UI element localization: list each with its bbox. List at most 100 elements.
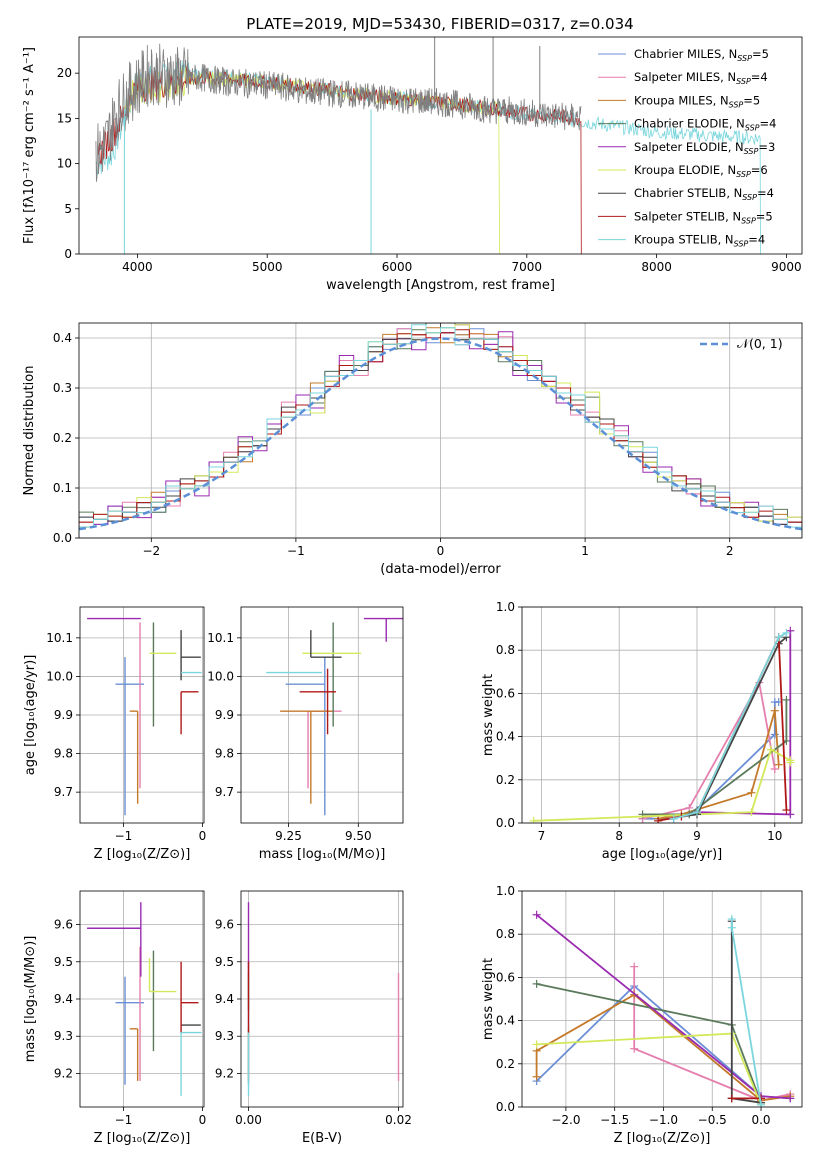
y-tick-label: 10 xyxy=(57,157,72,171)
legend-label: Kroupa ELODIE, NSSP=6 xyxy=(634,163,768,179)
x-axis-label: age [log₁₀(age/yr)] xyxy=(602,847,723,862)
spectrum-axes: 4000 5000 6000 7000 8000 9000 0 5 10 15 20 waveleng… xyxy=(22,36,803,293)
mass-vs-Z-axes: −1 0 9.2 9.3 9.4 9.5 9.6 Z [log₁₀(Z/Z⊙)] mass [l… xyxy=(23,890,207,1146)
y-tick-label: 15 xyxy=(57,111,72,125)
legend-label: Salpeter STELIB, NSSP=5 xyxy=(634,209,773,225)
legend-label: Salpeter ELODIE, NSSP=3 xyxy=(634,140,775,156)
y-tick-label: 9.2 xyxy=(215,1066,234,1080)
axes-frame xyxy=(240,606,404,824)
y-tick-label: 0.0 xyxy=(53,531,72,545)
series-kroupa-stelib xyxy=(669,628,791,823)
x-axis-label: E(B-V) xyxy=(302,1131,342,1146)
y-tick-label: 0.8 xyxy=(496,927,515,941)
errorbar-kroupa-miles xyxy=(129,1028,139,1081)
axes-frame xyxy=(79,890,205,1108)
y-tick-label: 9.6 xyxy=(54,918,73,932)
y-tick-label: 9.8 xyxy=(54,747,73,761)
model-spectrum xyxy=(95,60,761,254)
errorbar-kroupa-miles xyxy=(280,710,334,804)
y-tick-label: 10.1 xyxy=(46,631,73,645)
y-tick-label: 9.8 xyxy=(215,747,234,761)
x-axis-label: Z [log₁₀(Z/Z⊙)] xyxy=(94,1131,191,1146)
series-line xyxy=(642,679,776,820)
x-axis-label: Z [log₁₀(Z/Z⊙)] xyxy=(94,847,191,862)
axes-frame xyxy=(78,322,803,539)
y-tick-label: 20 xyxy=(57,66,72,80)
y-axis-label: Flux [fλ10⁻¹⁷ erg cm⁻² s⁻¹ A⁻¹] xyxy=(22,47,37,244)
age-vs-Z-axes: −1 0 9.7 9.8 9.9 10.0 10.1 Z [log₁₀(Z/Z⊙)] age [… xyxy=(23,606,207,862)
axes-frame xyxy=(521,890,803,1108)
x-tick-label: 6000 xyxy=(382,260,413,274)
figure-title: PLATE=2019, MJD=53430, FIBERID=0317, z=0… xyxy=(246,15,633,33)
y-axis-label: mass weight xyxy=(481,674,496,756)
axes-frame xyxy=(240,890,404,1108)
x-tick-label: −2 xyxy=(142,544,160,558)
x-tick-label: 9.50 xyxy=(345,829,372,843)
x-axis-label: wavelength [Angstrom, rest frame] xyxy=(326,278,555,293)
x-tick-label: 1 xyxy=(581,544,589,558)
x-tick-label: −1 xyxy=(115,829,133,843)
y-tick-label: 9.3 xyxy=(54,1029,73,1043)
x-tick-label: 0 xyxy=(199,829,207,843)
observed-spectrum xyxy=(95,43,582,182)
x-tick-label: 2 xyxy=(726,544,734,558)
y-tick-label: 0.0 xyxy=(496,1100,515,1114)
y-tick-label: 0.2 xyxy=(496,1057,515,1071)
y-tick-label: 0.8 xyxy=(496,643,515,657)
y-tick-label: 9.5 xyxy=(215,955,234,969)
y-tick-label: 9.9 xyxy=(215,708,234,722)
y-axis-label: age [log₁₀(age/yr)] xyxy=(23,655,38,776)
y-axis-label: mass [log₁₀(M/M⊙)] xyxy=(23,936,38,1063)
x-tick-label: −1.0 xyxy=(649,1113,678,1127)
x-tick-label: 0 xyxy=(437,544,445,558)
errorbar-salpeter-stelib xyxy=(180,691,199,735)
y-tick-label: 0.3 xyxy=(53,381,72,395)
x-tick-label: 5000 xyxy=(252,260,283,274)
y-tick-label: 9.6 xyxy=(215,918,234,932)
y-tick-label: 9.4 xyxy=(215,992,234,1006)
y-tick-label: 10.1 xyxy=(207,631,234,645)
x-tick-label: 7000 xyxy=(512,260,543,274)
y-tick-label: 0.6 xyxy=(496,686,515,700)
y-tick-label: 1.0 xyxy=(496,884,515,898)
age-vs-Z-plot-area xyxy=(87,617,202,816)
series-kroupa-elodie xyxy=(529,745,795,823)
mass-vs-Z-plot-area xyxy=(87,902,202,1096)
mass-weight-vs-age-plot-area xyxy=(529,626,795,823)
x-tick-label: 8 xyxy=(615,829,623,843)
age-vs-mass-axes: 9.25 9.50 9.7 9.8 9.9 10.0 10.1 mass [log₁₀(M/M… xyxy=(207,606,404,862)
y-tick-label: 0.1 xyxy=(53,481,72,495)
y-tick-label: 9.3 xyxy=(215,1029,234,1043)
x-tick-label: 0 xyxy=(199,1113,207,1127)
y-axis-label: mass weight xyxy=(481,958,496,1040)
spectrum-plot-area xyxy=(95,37,761,254)
x-tick-label: −1 xyxy=(115,1113,133,1127)
x-tick-label: 9000 xyxy=(771,260,802,274)
y-tick-label: 1.0 xyxy=(496,600,515,614)
y-tick-label: 9.5 xyxy=(54,955,73,969)
y-tick-label: 9.4 xyxy=(54,992,73,1006)
x-tick-label: −1.5 xyxy=(600,1113,629,1127)
histogram-salpeter-stelib xyxy=(79,329,802,538)
errorbar-chabrier-miles xyxy=(285,657,326,816)
y-tick-label: 0.0 xyxy=(496,816,515,830)
mass-vs-EBV-plot-area xyxy=(247,902,400,1096)
series-salpeter-stelib xyxy=(727,1094,766,1103)
errorbar-kroupa-elodie xyxy=(148,958,177,993)
residuals-plot-area xyxy=(79,323,802,538)
x-tick-label: 7 xyxy=(538,829,546,843)
errorbar-salpeter-stelib xyxy=(299,668,336,735)
mass-weight-vs-age-axes: 7 8 9 10 0.0 0.2 0.4 0.6 0.8 1.0 age [log₁₀(age/yr… xyxy=(481,600,803,862)
y-tick-label: 9.7 xyxy=(54,785,73,799)
x-tick-label: 9 xyxy=(693,829,701,843)
y-axis-label: Normed distribution xyxy=(22,366,37,496)
x-tick-label: −1 xyxy=(287,544,305,558)
age-vs-mass-plot-area xyxy=(266,617,403,816)
legend-label: 𝒩(0, 1) xyxy=(737,336,783,351)
y-tick-label: 9.9 xyxy=(54,708,73,722)
y-tick-label: 10.0 xyxy=(207,669,234,683)
errorbar-chabrier-stelib xyxy=(310,630,342,658)
axes-frame xyxy=(79,606,205,824)
x-tick-label: 9.25 xyxy=(275,829,302,843)
legend-label: Kroupa STELIB, NSSP=4 xyxy=(634,233,765,249)
